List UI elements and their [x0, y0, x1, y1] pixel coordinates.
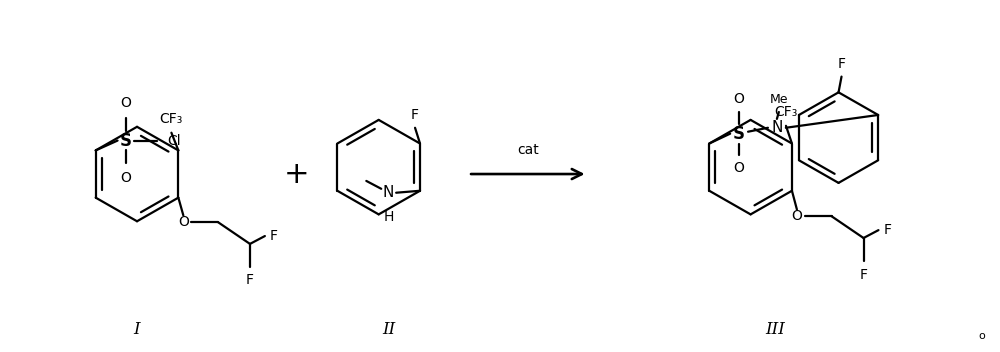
- Text: N: N: [771, 120, 783, 135]
- Text: F: F: [270, 229, 278, 243]
- Text: +: +: [283, 159, 309, 189]
- Text: N: N: [383, 185, 394, 200]
- Text: III: III: [766, 321, 785, 338]
- Text: O: O: [734, 161, 745, 175]
- Text: Me: Me: [770, 93, 788, 106]
- Text: Cl: Cl: [167, 133, 181, 147]
- Text: F: F: [883, 223, 891, 237]
- Text: O: O: [120, 171, 131, 185]
- Text: O: O: [791, 209, 802, 224]
- Text: CF₃: CF₃: [774, 105, 798, 119]
- Text: F: F: [838, 57, 846, 71]
- Text: F: F: [860, 268, 868, 282]
- Text: CF₃: CF₃: [160, 112, 183, 126]
- Text: S: S: [120, 132, 132, 150]
- Text: F: F: [246, 274, 254, 288]
- Text: I: I: [134, 321, 140, 338]
- Text: H: H: [384, 210, 394, 225]
- Text: F: F: [411, 108, 419, 122]
- Text: O: O: [120, 96, 131, 110]
- Text: II: II: [382, 321, 395, 338]
- Text: cat: cat: [517, 143, 539, 157]
- Text: O: O: [734, 92, 745, 106]
- Text: O: O: [178, 215, 189, 229]
- Text: S: S: [733, 125, 745, 143]
- Text: o: o: [979, 331, 985, 341]
